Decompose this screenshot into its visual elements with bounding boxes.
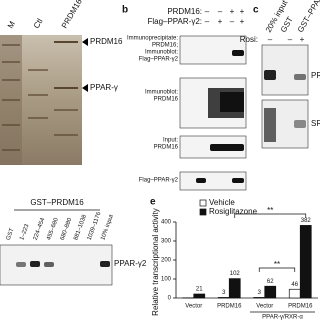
y-tick-label: 400 [161, 220, 172, 226]
arrow [82, 38, 88, 46]
y-tick-label: 0 [168, 296, 172, 302]
lane-label: M [6, 19, 17, 30]
y-axis-label: Relative transcriptional activity [151, 208, 160, 316]
sign: – [268, 35, 273, 44]
lane-label: 10% input [100, 214, 115, 241]
blot-bands [16, 261, 110, 267]
sign: + [300, 35, 305, 44]
group-label: PPAR-γ/RXR-α [262, 315, 303, 320]
sign: – [230, 17, 235, 26]
x-tick-label: PRDM16 [217, 304, 242, 310]
lane-label: 680–880 [60, 217, 74, 242]
y-tick-label: 200 [161, 258, 172, 264]
legend-swatch [199, 208, 207, 216]
sign: + [230, 7, 235, 16]
blot-label: PPAR-γ2 [114, 259, 147, 268]
blot-label: PR [311, 71, 320, 80]
marker-label: PRDM16 [90, 37, 123, 46]
blot-label: Immunoblot: [145, 90, 178, 96]
significance: ** [267, 206, 273, 215]
blot-bands [264, 70, 306, 142]
legend-label: Rosiglitazone [209, 207, 258, 216]
rosi-label: Rosi: [240, 35, 258, 44]
panel-label: b [122, 5, 128, 16]
bar [193, 293, 206, 299]
bar [217, 297, 230, 299]
row-label: Flag–PPAR-γ2: [147, 17, 202, 26]
lane-label: PRDM16 [60, 0, 84, 30]
value-label: 46 [291, 282, 298, 288]
bar [288, 288, 301, 299]
blot-label: Input: [163, 138, 178, 144]
blot-label: Immunoprecipitate: [127, 36, 178, 42]
x-tick-label: Vector [256, 304, 273, 310]
panel-label: e [150, 197, 156, 208]
significance: ** [274, 260, 280, 269]
sign: + [240, 7, 245, 16]
sign: – [288, 35, 293, 44]
value-label: 102 [230, 271, 241, 277]
blot-bands [196, 50, 244, 183]
blot-label: Flag–PPAR-γ2 [139, 57, 179, 63]
y-tick-label: 300 [161, 239, 172, 245]
blot-label: PRDM16; [152, 43, 178, 49]
title: GST–PRDM16 [30, 198, 84, 207]
lane-label: GST–PPAR [296, 0, 320, 34]
blot-label: Immunoblot: [145, 50, 178, 56]
bands [2, 41, 78, 151]
panel-label: c [253, 5, 259, 16]
value-label: 382 [301, 218, 312, 224]
blot-label: PRDM16 [154, 145, 179, 151]
value-label: 3 [258, 290, 262, 296]
lane-label: 224–454 [33, 217, 47, 242]
lane-label: GST [279, 15, 295, 34]
sign: + [218, 17, 223, 26]
value-label: 3 [222, 290, 226, 296]
lane-label: 881–1038 [73, 213, 88, 241]
value-label: 21 [196, 287, 203, 293]
y-tick-label: 100 [161, 277, 172, 283]
significance-bracket [234, 213, 307, 218]
sign: – [218, 7, 223, 16]
row-label: PRDM16: [167, 7, 202, 16]
lane-label: GST [6, 227, 16, 241]
legend-swatch [199, 199, 207, 207]
sign: + [240, 17, 245, 26]
legend-label: Vehicle [209, 198, 235, 207]
x-tick-label: PRDM16 [288, 304, 313, 310]
blot-label: SR [311, 119, 320, 128]
lane-label: 455–680 [46, 217, 60, 242]
arrow [82, 84, 88, 92]
blot-label: PRDM16 [154, 97, 179, 103]
lane-label: 1–223 [19, 223, 31, 241]
bar [299, 225, 312, 299]
bar [228, 278, 241, 299]
sign: – [205, 7, 210, 16]
value-label: 62 [267, 279, 274, 285]
significance-bracket [258, 267, 296, 272]
marker-label: PPAR-γ [90, 83, 118, 92]
sign: – [205, 17, 210, 26]
lane-label: Ctl [32, 17, 45, 30]
blot-label: Flag–PPAR-γ2 [139, 178, 179, 184]
bar [264, 285, 277, 299]
bar [253, 297, 266, 299]
x-tick-label: Vector [185, 304, 202, 310]
